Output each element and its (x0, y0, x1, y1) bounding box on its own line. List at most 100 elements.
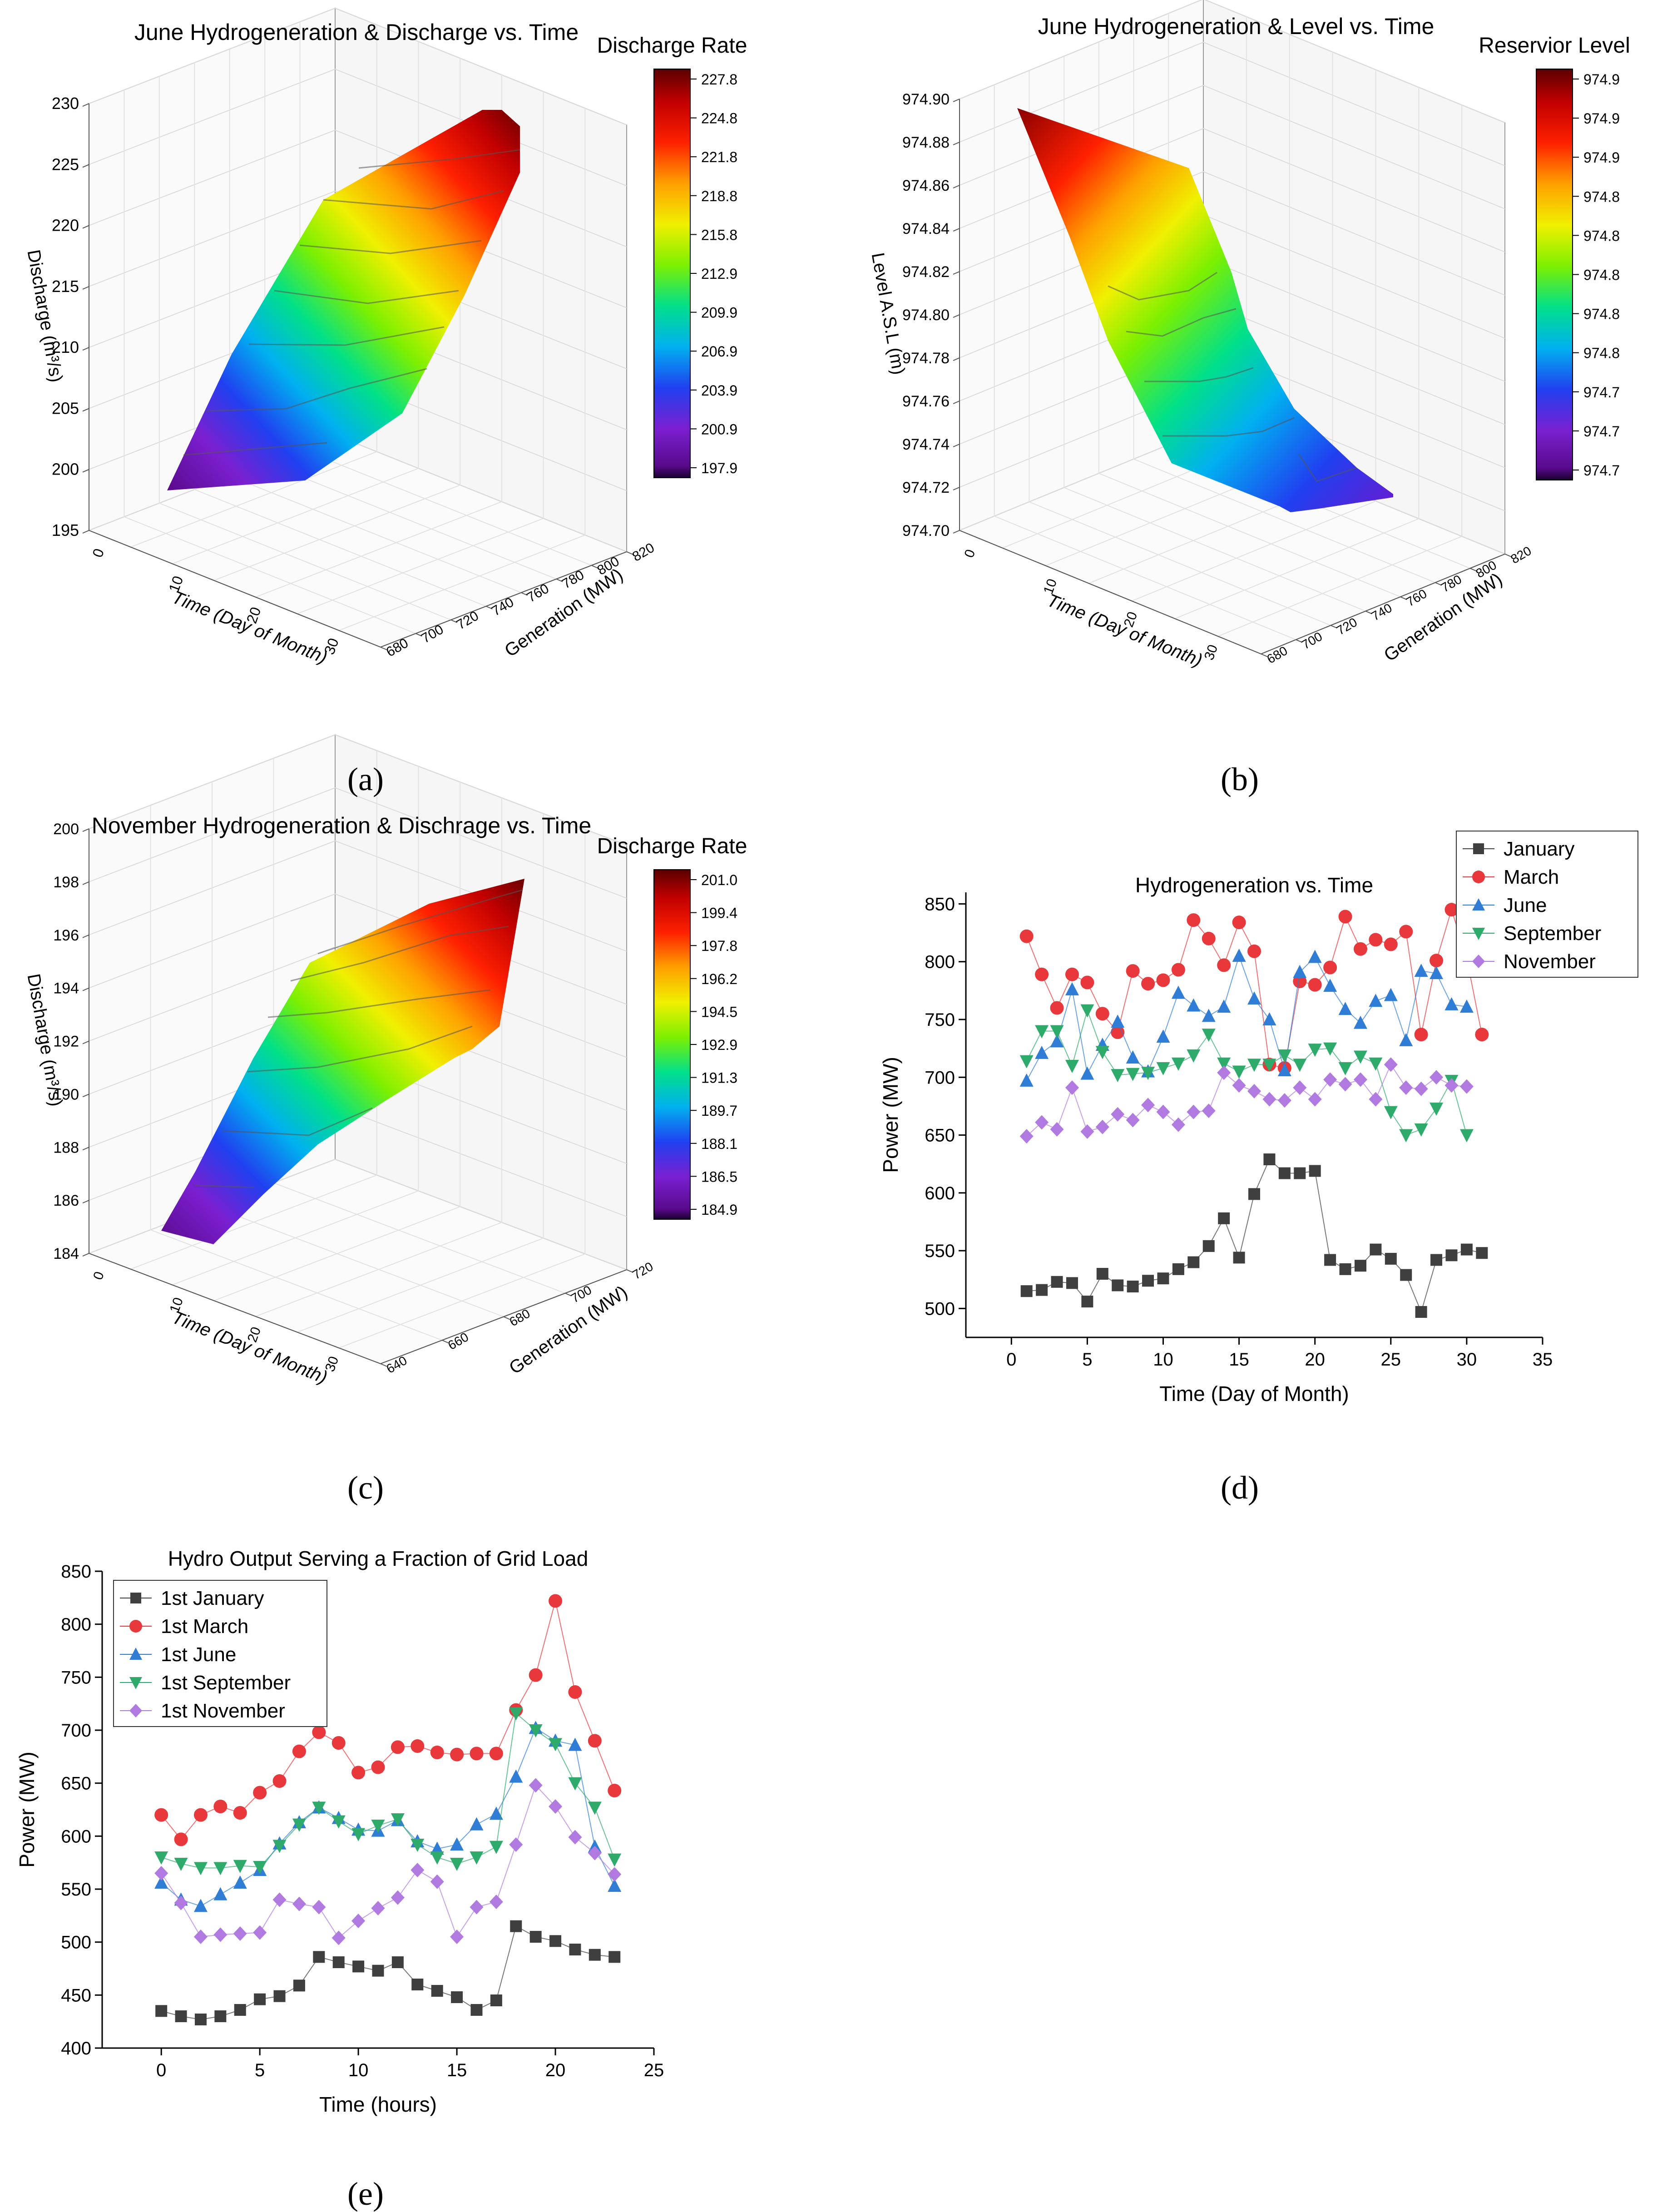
data-point (129, 1704, 142, 1717)
z-tick-label: 974.72 (902, 479, 950, 496)
data-point (509, 1707, 523, 1721)
chart-title: June Hydrogeneration & Level vs. Time (1038, 14, 1435, 39)
data-point (391, 1890, 405, 1905)
chart-title: Hydrogeneration vs. Time (1135, 873, 1373, 897)
data-point (1308, 978, 1322, 992)
data-point (1309, 1165, 1321, 1177)
legend-label: 1st June (161, 1643, 236, 1666)
data-point (608, 1879, 622, 1892)
data-point (1353, 1015, 1367, 1029)
data-point (470, 2004, 483, 2016)
data-point (1156, 1062, 1170, 1075)
data-point (1171, 1117, 1185, 1132)
series-november (1019, 1057, 1474, 1144)
z-tick-label: 186 (53, 1192, 79, 1209)
contour-line (1108, 272, 1217, 301)
panel-b: 974.70974.72974.74974.76974.78974.80974.… (868, 0, 1630, 671)
colorbar-tick-label: 209.9 (701, 305, 737, 321)
contour-line (247, 1025, 473, 1073)
data-point (1415, 1306, 1427, 1318)
data-point (371, 1901, 385, 1915)
data-point (130, 1593, 141, 1603)
data-point (1036, 1284, 1048, 1296)
data-point (1050, 1025, 1064, 1039)
y-tick-label: 450 (61, 1985, 91, 2005)
z-tick-label: 974.88 (902, 134, 950, 151)
data-point (1323, 1042, 1337, 1056)
y-grid-line (994, 84, 1296, 640)
surface (167, 110, 520, 490)
y-tick-label: 800 (925, 952, 955, 972)
data-point (1384, 1106, 1398, 1119)
data-point (1293, 1059, 1307, 1072)
data-point (1111, 1014, 1125, 1028)
data-point (1065, 982, 1079, 995)
data-point (1354, 1260, 1366, 1272)
data-point (608, 1867, 622, 1882)
data-point (1399, 1033, 1413, 1046)
contour-line (358, 149, 520, 169)
y-tick-label: 800 (61, 1615, 91, 1635)
colorbar-tick-label: 974.7 (1583, 384, 1620, 401)
data-point (549, 1738, 563, 1752)
data-point (588, 1734, 602, 1748)
legend-label: June (1504, 894, 1547, 916)
y-axis-label: Power (MW) (879, 1057, 902, 1173)
data-point (1232, 1078, 1246, 1093)
data-point (174, 1832, 188, 1846)
colorbar-tick-label: 974.7 (1583, 423, 1620, 440)
data-point (1187, 998, 1201, 1012)
series-line (161, 1925, 615, 2020)
data-point (1414, 1028, 1428, 1042)
data-point (1294, 1167, 1306, 1179)
data-point (1472, 898, 1485, 911)
colorbar-title: Discharge Rate (597, 834, 747, 858)
y-tick-label: 850 (925, 894, 955, 914)
y-tick (380, 1363, 387, 1367)
contour-line (1144, 367, 1254, 382)
x-grid-line (297, 813, 544, 1333)
data-point (1202, 1029, 1216, 1042)
data-point (1353, 942, 1367, 956)
data-point (1141, 1067, 1155, 1080)
contour-line (323, 190, 505, 210)
x-grid-line (172, 766, 419, 1286)
data-point (549, 1935, 562, 1947)
z-tick (953, 271, 960, 275)
z-tick (953, 487, 960, 490)
contour-line (183, 442, 327, 456)
data-point (1370, 1243, 1382, 1256)
z-grid-line (89, 840, 627, 952)
data-point (1247, 1059, 1261, 1072)
data-point (1065, 1059, 1079, 1073)
x-tick-label: 0 (89, 546, 107, 559)
data-point (588, 1846, 602, 1861)
data-point (1459, 1079, 1474, 1094)
data-point (331, 1815, 346, 1829)
data-point (154, 1866, 168, 1880)
data-point (1095, 1007, 1109, 1021)
series-1st-november (154, 1778, 622, 1945)
z-tick (953, 357, 960, 361)
caption-a: (a) (347, 761, 384, 797)
colorbar-tick-label: 186.5 (701, 1168, 737, 1185)
data-point (1217, 1000, 1231, 1013)
data-point (1369, 1057, 1383, 1071)
y-tick-label: 600 (925, 1183, 955, 1203)
data-point (1323, 979, 1337, 992)
y-tick (591, 565, 598, 569)
y-tick-label: 600 (61, 1826, 91, 1846)
data-point (1414, 964, 1428, 977)
data-point (1369, 933, 1383, 947)
contour-line (290, 925, 509, 982)
legend-label: January (1504, 838, 1575, 860)
data-point (1262, 1012, 1276, 1025)
colorbar-tick-label: 196.2 (701, 971, 737, 987)
y-tick (1261, 653, 1268, 657)
data-point (589, 1949, 601, 1961)
colorbar-tick-label: 200.9 (701, 421, 737, 437)
series-1st-january (155, 1920, 621, 2025)
data-point (1414, 1081, 1428, 1096)
data-point (1324, 1254, 1336, 1266)
